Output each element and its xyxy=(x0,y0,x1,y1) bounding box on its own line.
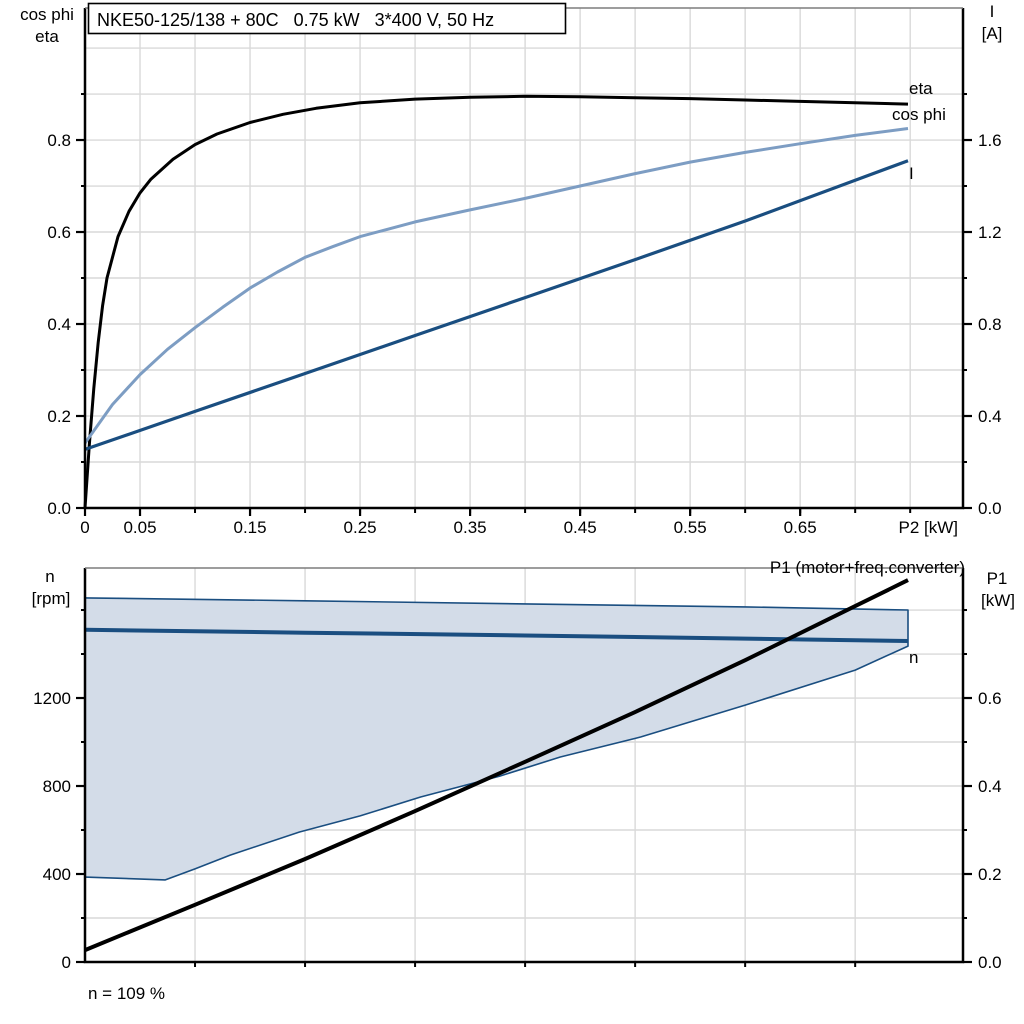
left-tick-label: 400 xyxy=(43,865,71,884)
plot-frame xyxy=(83,8,965,510)
bottom-right-axis-label-unit: [kW] xyxy=(981,591,1015,610)
eta-curve-label: eta xyxy=(909,79,933,98)
cos-phi-curve xyxy=(83,127,909,444)
n-curve-label: n xyxy=(909,648,918,667)
left-tick-label: 0.2 xyxy=(47,407,71,426)
speed-annotation: n = 109 % xyxy=(88,984,165,1003)
x-tick-label: 0.35 xyxy=(454,518,487,537)
top-left-axis-label-cosphi: cos phi xyxy=(20,5,74,24)
x-tick-label: 0.65 xyxy=(784,518,817,537)
left-tick-label: 1200 xyxy=(33,689,71,708)
top-left-axis-label-eta: eta xyxy=(35,27,59,46)
right-tick-label: 1.6 xyxy=(978,131,1002,150)
bottom-left-axis-label-n: n xyxy=(45,567,54,586)
top-right-axis-label-i: I xyxy=(990,2,995,21)
left-tick-label: 0.8 xyxy=(47,131,71,150)
top-right-axis-label-unit: [A] xyxy=(982,24,1003,43)
x-tick-label: 0.45 xyxy=(564,518,597,537)
left-tick-label: 0.4 xyxy=(47,315,71,334)
x-tick-label: 0 xyxy=(80,518,89,537)
current-curve-label: I xyxy=(909,164,914,183)
right-tick-label: 0.4 xyxy=(978,407,1002,426)
x-tick-label: 0.25 xyxy=(344,518,377,537)
I-curve xyxy=(84,159,909,451)
bottom-left-axis-label-unit: [rpm] xyxy=(32,589,71,608)
speed-operating-range-fill xyxy=(85,597,908,880)
plot-frame xyxy=(83,568,965,964)
top-chart: 0 0.05 0.15 0.25 0.35 0.45 0.55 0.65 0.0 0.2 0.4 0.… xyxy=(20,2,1002,537)
cosphi-curve-label: cos phi xyxy=(892,105,946,124)
right-tick-label: 0.4 xyxy=(978,777,1002,796)
P1-curve xyxy=(84,578,909,952)
right-tick-label: 0.8 xyxy=(978,315,1002,334)
bottom-right-axis-label-p1: P1 xyxy=(987,569,1008,588)
right-tick-label: 0.2 xyxy=(978,865,1002,884)
left-tick-label: 0 xyxy=(62,953,71,972)
x-tick-label: 0.05 xyxy=(123,518,156,537)
chart-title: NKE50-125/138 + 80C 0.75 kW 3*400 V, 50 … xyxy=(97,10,494,30)
right-tick-label: 0.0 xyxy=(978,499,1002,518)
right-tick-label: 0.6 xyxy=(978,689,1002,708)
top-x-axis-unit: P2 [kW] xyxy=(898,518,958,537)
n-curve xyxy=(84,627,909,643)
x-tick-label: 0.55 xyxy=(674,518,707,537)
speed-operating-range-border xyxy=(84,597,909,881)
left-tick-label: 800 xyxy=(43,777,71,796)
title-box xyxy=(87,2,567,35)
eta-curve xyxy=(83,94,909,509)
left-tick-label: 0.0 xyxy=(47,499,71,518)
p1-series-title: P1 (motor+freq.converter) xyxy=(770,558,965,577)
left-tick-label: 0.6 xyxy=(47,223,71,242)
x-tick-label: 0.15 xyxy=(233,518,266,537)
right-tick-label: 1.2 xyxy=(978,223,1002,242)
right-tick-label: 0.0 xyxy=(978,953,1002,972)
